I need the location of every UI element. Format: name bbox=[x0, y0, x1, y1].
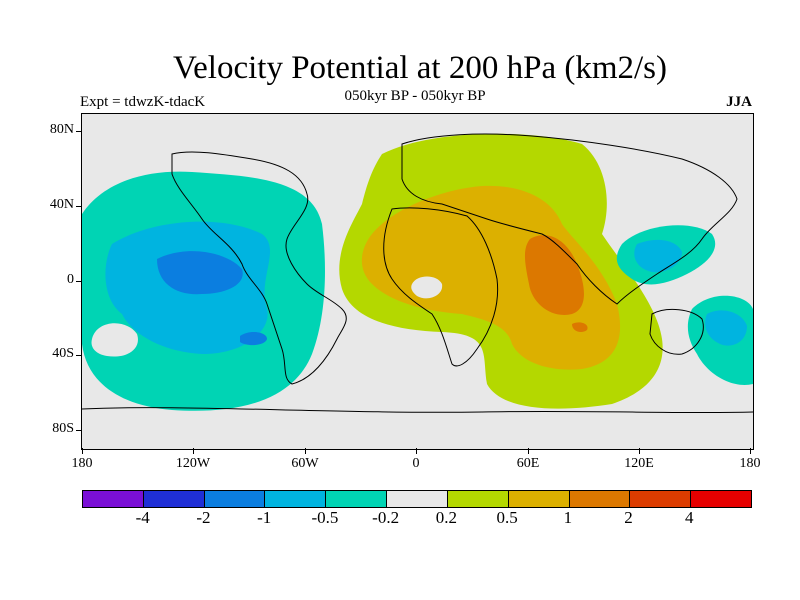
lon-tick-120e: 120E bbox=[624, 456, 654, 471]
colorbar-swatch-0 bbox=[83, 491, 144, 507]
colorbar-label: 0.2 bbox=[435, 508, 457, 527]
colorbar-label: 1 bbox=[563, 508, 573, 527]
region-indian-ocean-maximum bbox=[524, 235, 584, 315]
experiment-label: Expt = tdwzK-tdacK bbox=[80, 94, 206, 110]
lon-tick-0: 0 bbox=[412, 456, 420, 471]
region-sahara-indian-positive bbox=[361, 185, 621, 370]
colorbar-label: -0.2 bbox=[372, 508, 400, 527]
lon-tick-180e: 180 bbox=[739, 456, 761, 471]
chart-title: Velocity Potential at 200 hPa (km2/s) bbox=[172, 50, 668, 86]
lon-tick-180w: 180 bbox=[71, 456, 93, 471]
lon-tick-60e: 60E bbox=[516, 456, 540, 471]
lon-tick-60w: 60W bbox=[291, 456, 319, 471]
colorbar-swatch-4 bbox=[326, 491, 388, 507]
colorbar-swatch-10 bbox=[691, 491, 751, 507]
region-gulf-guinea-neutral bbox=[411, 276, 443, 299]
lat-tick-0: 0 bbox=[67, 272, 74, 287]
colorbar-swatch-3 bbox=[265, 491, 327, 507]
coastlines bbox=[82, 133, 753, 414]
lat-tick-80s: 80S bbox=[52, 421, 74, 436]
colorbar-label: -0.5 bbox=[311, 508, 339, 527]
colorbar-swatch-8 bbox=[569, 491, 631, 507]
map-svg bbox=[82, 133, 753, 414]
colorbar-label: 2 bbox=[624, 508, 633, 527]
colorbar-label: -4 bbox=[135, 508, 150, 527]
region-west-pacific-core bbox=[634, 239, 682, 273]
lat-tick-40n: 40N bbox=[49, 197, 74, 212]
colorbar-label: -2 bbox=[196, 508, 211, 527]
colorbar-label: -1 bbox=[257, 508, 272, 527]
colorbar-swatch-9 bbox=[630, 491, 692, 507]
region-tasman-core bbox=[705, 310, 747, 346]
colorbar-swatch-1 bbox=[143, 491, 205, 507]
colorbar-swatch-7 bbox=[508, 491, 570, 507]
colorbar-swatch-2 bbox=[204, 491, 266, 507]
region-south-pacific-neutral bbox=[91, 323, 138, 357]
colorbar-label: 4 bbox=[685, 508, 694, 527]
region-eastern-pacific-core bbox=[157, 251, 243, 295]
lon-tick-120w: 120W bbox=[175, 456, 211, 471]
colorbar-swatch-5 bbox=[387, 491, 448, 507]
lat-tick-80n: 80N bbox=[49, 122, 74, 137]
region-indian-ocean-patch bbox=[572, 322, 588, 332]
season-label: JJA bbox=[726, 94, 752, 110]
colorbar-swatch-6 bbox=[447, 491, 509, 507]
map-panel bbox=[81, 113, 754, 450]
colorbar-label: 0.5 bbox=[496, 508, 518, 527]
colorbar bbox=[82, 490, 752, 508]
region-south-pacific-patch bbox=[240, 332, 267, 346]
lat-tick-40s: 40S bbox=[52, 346, 74, 361]
chart-subtitle: 050kyr BP - 050kyr BP bbox=[344, 88, 486, 104]
